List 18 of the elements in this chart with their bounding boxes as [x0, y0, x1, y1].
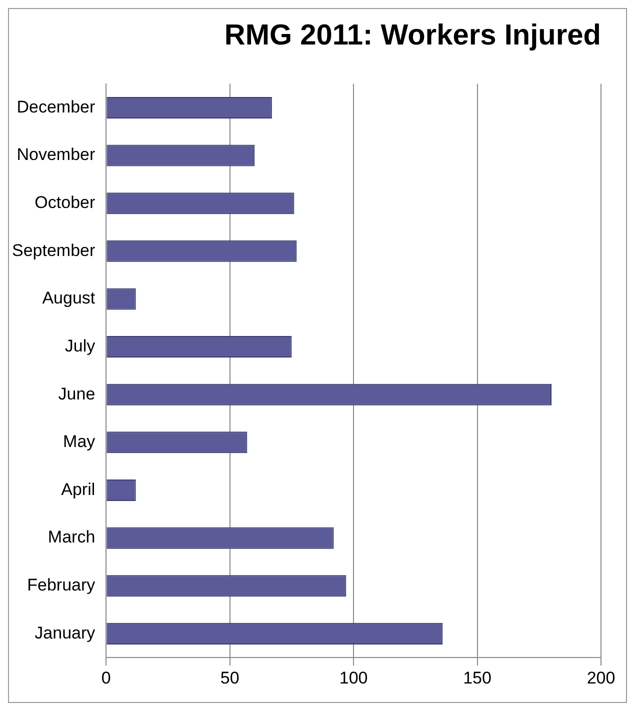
x-tick-label: 0: [101, 668, 111, 688]
y-tick-label: May: [63, 432, 96, 452]
y-tick-label: October: [34, 193, 96, 212]
x-tick-label: 50: [220, 668, 240, 688]
y-tick-label: June: [58, 384, 96, 404]
y-tick-label: January: [34, 623, 96, 642]
y-tick-label: February: [27, 576, 96, 595]
y-tick-label: April: [61, 480, 96, 499]
x-tick-label: 200: [586, 668, 616, 688]
y-tick-label: July: [64, 336, 96, 356]
chart-title: RMG 2011: Workers Injured: [224, 19, 601, 52]
y-tick-label: August: [42, 288, 96, 308]
y-tick-label: December: [16, 97, 96, 116]
y-tick-label: March: [48, 528, 96, 547]
y-tick-label: November: [16, 145, 96, 164]
y-tick-label: September: [12, 240, 96, 260]
x-tick-label: 150: [463, 668, 492, 688]
x-tick-label: 100: [339, 668, 368, 688]
